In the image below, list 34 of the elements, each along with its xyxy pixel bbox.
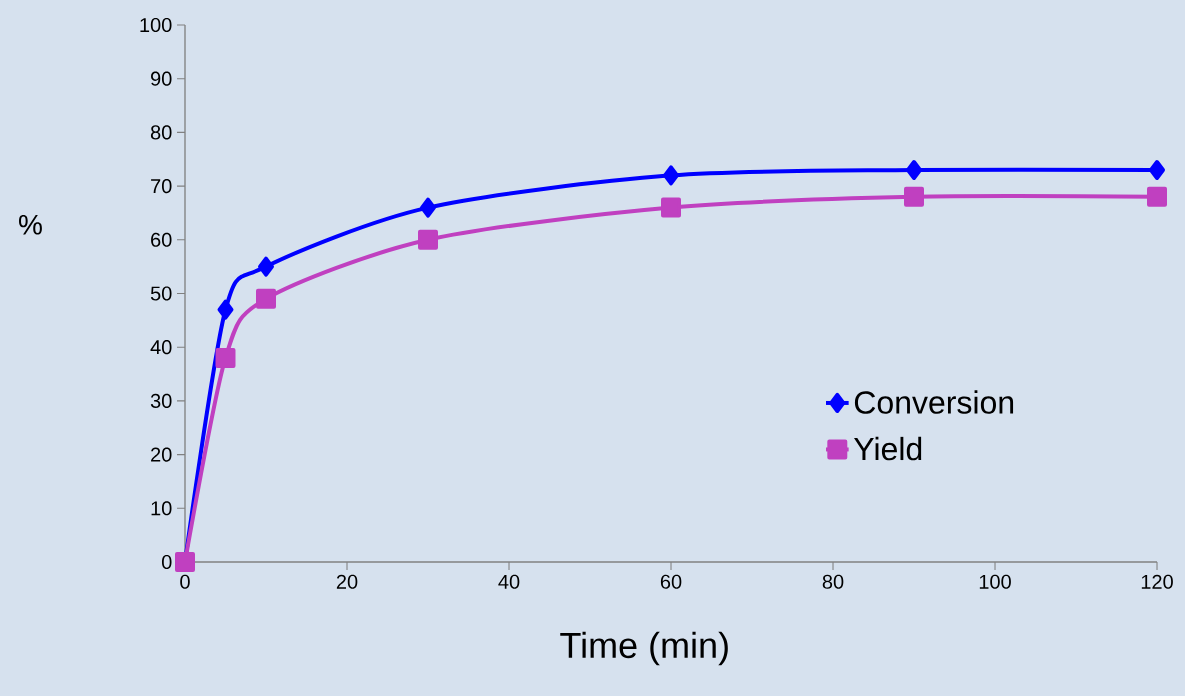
x-tick-label: 120 (1141, 574, 1173, 589)
x-tick-label: 60 (660, 574, 682, 589)
point (663, 165, 680, 186)
y-tick-label: 20 (151, 447, 172, 462)
y-tick-label: 60 (151, 232, 172, 247)
y-tick-label: 50 (150, 286, 172, 301)
y-tick-label: 0 (161, 554, 172, 570)
point (215, 347, 236, 368)
x-tick-label: 20 (336, 574, 358, 589)
x-tick-label: 80 (822, 574, 844, 589)
y-tick-label: 70 (151, 179, 172, 194)
y-tick-label: 40 (150, 340, 172, 355)
point (661, 197, 682, 218)
point (904, 186, 925, 207)
legend-label: Conversion (854, 390, 1014, 414)
point (258, 256, 274, 277)
point (1147, 186, 1168, 207)
y-tick-label: 80 (150, 125, 172, 140)
x-tick-label: 0 (180, 574, 190, 589)
x-tick-label: 100 (979, 574, 1011, 589)
y-axis-title: % (19, 214, 42, 235)
point (217, 299, 234, 320)
point (420, 197, 437, 218)
y-tick-label: 100 (140, 17, 172, 33)
y-tick-label: 30 (150, 393, 172, 408)
point (906, 159, 923, 180)
y-tick-label: 10 (151, 501, 172, 516)
point (418, 229, 439, 250)
point (256, 288, 276, 309)
legend-label: Yield (854, 436, 922, 461)
y-tick-label: 90 (151, 71, 172, 86)
x-tick-label: 40 (498, 574, 520, 589)
point (1149, 159, 1166, 180)
x-axis-title: Time (min) (560, 631, 728, 666)
